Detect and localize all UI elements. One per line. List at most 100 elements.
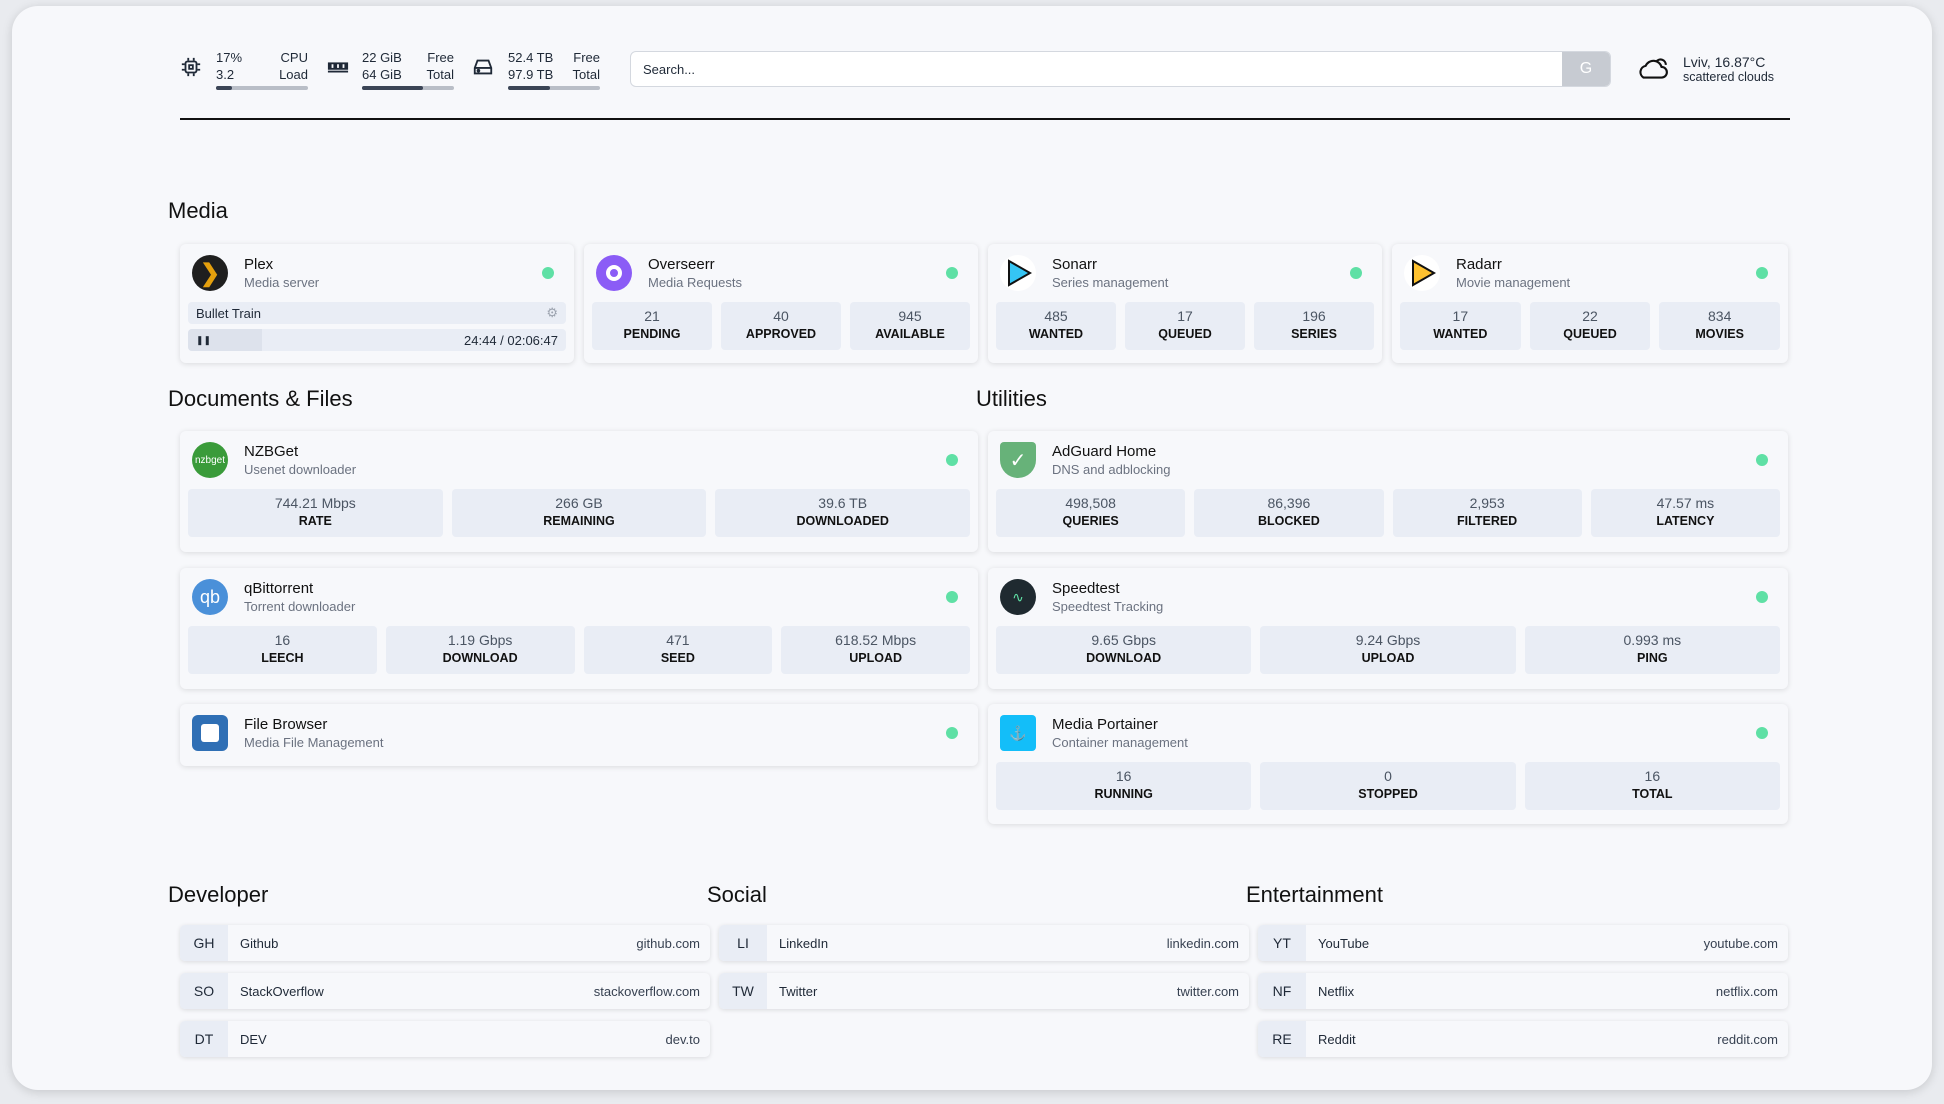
stat-value: 17 <box>1177 308 1193 324</box>
stat-label: Total <box>426 66 454 82</box>
stat-block: 0.993 ms PING <box>1524 626 1780 674</box>
stat-block: 16 LEECH <box>188 626 377 674</box>
card-title-group: Overseerr Media Requests <box>648 256 742 290</box>
cloud-icon <box>1635 55 1669 84</box>
service-name[interactable]: Sonarr <box>1052 256 1098 273</box>
stat-label: UPLOAD <box>1361 651 1415 665</box>
service-name[interactable]: NZBGet <box>244 443 299 460</box>
stat-blocks: 744.21 Mbps RATE 266 GB REMAINING 39.6 TB DOW… <box>188 489 971 537</box>
stat-value: 17% <box>216 49 243 65</box>
search-placeholder: Search... <box>643 61 696 77</box>
bookmark-name: StackOverflow <box>240 983 324 999</box>
stat-label: SERIES <box>1291 327 1337 341</box>
bookmark-twitter[interactable]: TW Twitter twitter.com <box>719 973 1249 1009</box>
service-name[interactable]: Speedtest <box>1052 580 1120 597</box>
bookmark-abbr: DT <box>180 1021 228 1057</box>
stat-label: QUERIES <box>1062 514 1119 528</box>
stat-label: PING <box>1637 651 1668 665</box>
bookmark-abbr: TW <box>719 973 767 1009</box>
stat-block: 1.19 Gbps DOWNLOAD <box>385 626 575 674</box>
playback-progress[interactable]: ❚❚ 24:44 / 02:06:47 <box>188 329 566 351</box>
bookmark-reddit[interactable]: RE Reddit reddit.com <box>1258 1021 1788 1057</box>
section-heading: Media <box>168 198 228 223</box>
disk-widget: 52.4 TB Free 97.9 TB Total <box>472 49 600 90</box>
stat-blocks: 9.65 Gbps DOWNLOAD 9.24 Gbps UPLOAD 0.993 ms… <box>996 626 1780 674</box>
search-button[interactable]: G <box>1562 52 1610 86</box>
stat-label: LATENCY <box>1656 514 1715 528</box>
bookmark-name: Netflix <box>1318 983 1355 999</box>
bookmark-name: Twitter <box>779 983 818 999</box>
stat-label: QUEUED <box>1158 327 1212 341</box>
bookmark-linkedin[interactable]: LI LinkedIn linkedin.com <box>719 925 1249 961</box>
header: 17% CPU 3.2 Load 22 GiB Free 64 GiB Total 52.4 T… <box>180 44 1790 94</box>
service-card-speedtest[interactable]: ∿ Speedtest Speedtest Tracking 9.65 Gbps DOW… <box>988 568 1788 689</box>
ram-widget: 22 GiB Free 64 GiB Total <box>326 49 454 90</box>
card-title-group: Media Portainer Container management <box>1052 716 1188 750</box>
bookmark-name: DEV <box>240 1031 267 1047</box>
stat-label: Free <box>427 49 454 65</box>
stat-label: DOWNLOAD <box>442 651 518 665</box>
bookmark-github[interactable]: GH Github github.com <box>180 925 710 961</box>
bookmark-dev[interactable]: DT DEV dev.to <box>180 1021 710 1057</box>
service-card-qbittorrent[interactable]: qb qBittorrent Torrent downloader 16 LEECH 1.… <box>180 568 978 689</box>
service-card-overseerr[interactable]: Overseerr Media Requests 21 PENDING 40 APPROV… <box>584 244 978 363</box>
ram-usage-bar <box>362 85 454 90</box>
now-playing: Bullet Train ⚙ <box>188 302 566 324</box>
service-card-radarr[interactable]: Radarr Movie management 17 WANTED 22 QUEUED 83… <box>1392 244 1788 363</box>
service-name[interactable]: AdGuard Home <box>1052 443 1157 460</box>
stat-value: 0.993 ms <box>1623 632 1682 648</box>
search-input[interactable]: Search... G <box>630 51 1611 87</box>
settings-icon[interactable]: ⚙ <box>546 305 558 320</box>
stat-block: 485 WANTED <box>996 302 1116 350</box>
service-description: Media File Management <box>244 735 384 750</box>
status-indicator <box>1756 591 1768 603</box>
service-name[interactable]: Plex <box>244 256 274 273</box>
stat-value: 39.6 TB <box>818 495 868 511</box>
service-card-nzbget[interactable]: nzbget NZBGet Usenet downloader 744.21 Mbps… <box>180 431 978 552</box>
service-name[interactable]: Media Portainer <box>1052 716 1158 733</box>
stat-label: Total <box>572 66 600 82</box>
stat-value: 2,953 <box>1469 495 1505 511</box>
stat-value: 266 GB <box>555 495 603 511</box>
stat-value: 22 GiB <box>362 49 402 65</box>
service-card-plex[interactable]: ❯ Plex Media server Bullet Train ⚙ ❚❚ 24:44 / … <box>180 244 574 363</box>
stat-label: WANTED <box>1028 327 1084 341</box>
pause-icon[interactable]: ❚❚ <box>196 334 212 345</box>
bookmark-url: netflix.com <box>1715 983 1778 999</box>
bookmark-stackoverflow[interactable]: SO StackOverflow stackoverflow.com <box>180 973 710 1009</box>
stat-block: 471 SEED <box>583 626 773 674</box>
stat-label: MOVIES <box>1695 327 1744 341</box>
service-name[interactable]: Radarr <box>1456 256 1502 273</box>
stat-block: 40 APPROVED <box>721 302 841 350</box>
card-header: nzbget NZBGet Usenet downloader <box>188 431 970 489</box>
stat-value: 21 <box>644 308 660 324</box>
stat-block: 498,508 QUERIES <box>996 489 1186 537</box>
card-title-group: Radarr Movie management <box>1456 256 1570 290</box>
bookmark-url: twitter.com <box>1176 983 1239 999</box>
card-header: Sonarr Series management <box>996 244 1374 302</box>
service-name[interactable]: File Browser <box>244 716 328 733</box>
stat-label: Free <box>573 49 600 65</box>
status-indicator <box>946 267 958 279</box>
service-name[interactable]: Overseerr <box>648 256 715 273</box>
stat-value: 834 <box>1708 308 1732 324</box>
disk-usage-bar <box>508 85 600 90</box>
stat-value: 9.24 Gbps <box>1355 632 1421 648</box>
service-card-sonarr[interactable]: Sonarr Series management 485 WANTED 17 QUEUED… <box>988 244 1382 363</box>
stat-label: DOWNLOAD <box>1086 651 1162 665</box>
bookmark-netflix[interactable]: NF Netflix netflix.com <box>1258 973 1788 1009</box>
service-card-media-portainer[interactable]: ⚓ Media Portainer Container management 16 RU… <box>988 704 1788 824</box>
card-header: ❯ Plex Media server <box>188 244 566 302</box>
cpu-widget: 17% CPU 3.2 Load <box>180 49 308 90</box>
card-title-group: NZBGet Usenet downloader <box>244 443 356 477</box>
service-name[interactable]: qBittorrent <box>244 580 314 597</box>
bookmark-abbr: NF <box>1258 973 1306 1009</box>
stat-block: 16 RUNNING <box>996 762 1252 810</box>
bookmark-youtube[interactable]: YT YouTube youtube.com <box>1258 925 1788 961</box>
stat-label: LEECH <box>261 651 304 665</box>
bookmark-url: stackoverflow.com <box>593 983 700 999</box>
service-card-file-browser[interactable]: File Browser Media File Management <box>180 704 978 766</box>
stat-value: 498,508 <box>1065 495 1116 511</box>
service-card-adguard-home[interactable]: ✓ AdGuard Home DNS and adblocking 498,508 QU… <box>988 431 1788 552</box>
stat-block: 17 WANTED <box>1400 302 1521 350</box>
